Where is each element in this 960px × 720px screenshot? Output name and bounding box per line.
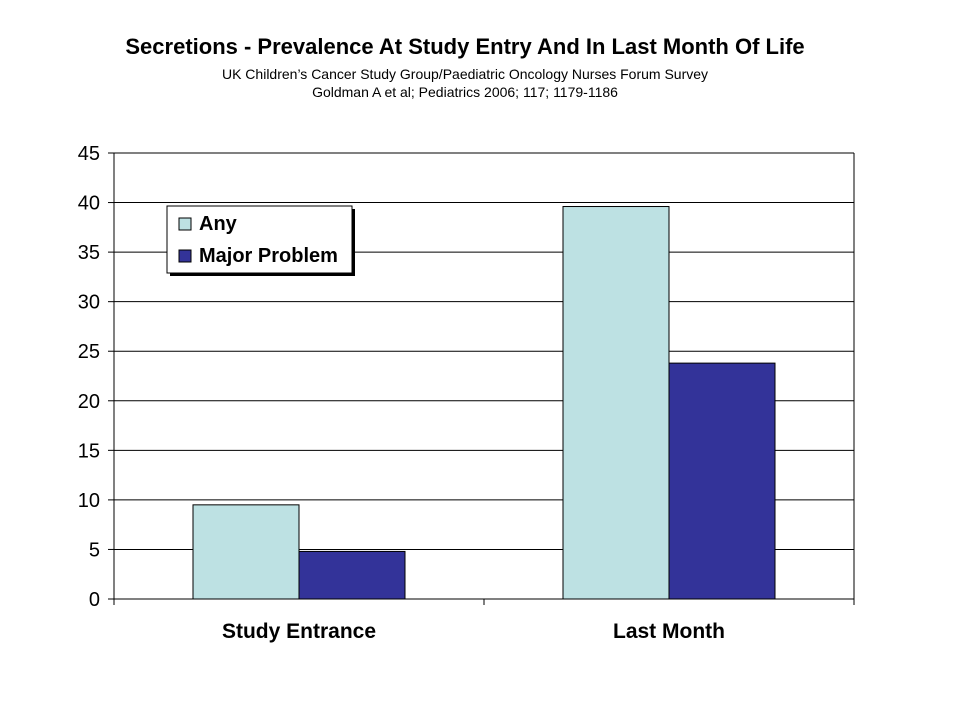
axes: 0 5 10 15 20 25 30 35 40 45 Study Entrance Last Mon… bbox=[78, 143, 855, 643]
y-tick-label: 0 bbox=[89, 589, 100, 611]
legend: Any Major Problem bbox=[166, 205, 355, 276]
legend-swatch bbox=[178, 217, 192, 231]
bar-any-study-entrance bbox=[192, 504, 300, 600]
y-tick-label: 35 bbox=[78, 242, 100, 264]
chart-subtitle-citation: Goldman A et al; Pediatrics 2006; 117; 1… bbox=[312, 84, 618, 100]
legend-swatch bbox=[178, 249, 192, 263]
y-tick-label: 30 bbox=[78, 292, 100, 314]
y-tick-label: 45 bbox=[78, 143, 100, 165]
y-tick-label: 10 bbox=[78, 490, 100, 512]
legend-label: Any bbox=[199, 213, 238, 235]
y-tick-label: 15 bbox=[78, 440, 100, 462]
chart-title: Secretions - Prevalence At Study Entry A… bbox=[125, 34, 805, 59]
chart-subtitle-source: UK Children’s Cancer Study Group/Paediat… bbox=[221, 66, 709, 82]
x-category-label: Last Month bbox=[613, 620, 725, 643]
legend-label: Major Problem bbox=[199, 245, 338, 267]
y-tick-label: 20 bbox=[78, 391, 100, 413]
legend-box bbox=[166, 205, 353, 274]
bar-major-problem-study-entrance bbox=[298, 550, 406, 600]
y-tick-label: 25 bbox=[78, 341, 100, 363]
bar-major-problem-last-month bbox=[668, 362, 776, 600]
x-category-label: Study Entrance bbox=[222, 620, 376, 643]
bars bbox=[192, 206, 776, 600]
y-tick-label: 5 bbox=[89, 539, 100, 561]
y-tick-label: 40 bbox=[78, 193, 100, 215]
bar-any-last-month bbox=[562, 206, 670, 600]
